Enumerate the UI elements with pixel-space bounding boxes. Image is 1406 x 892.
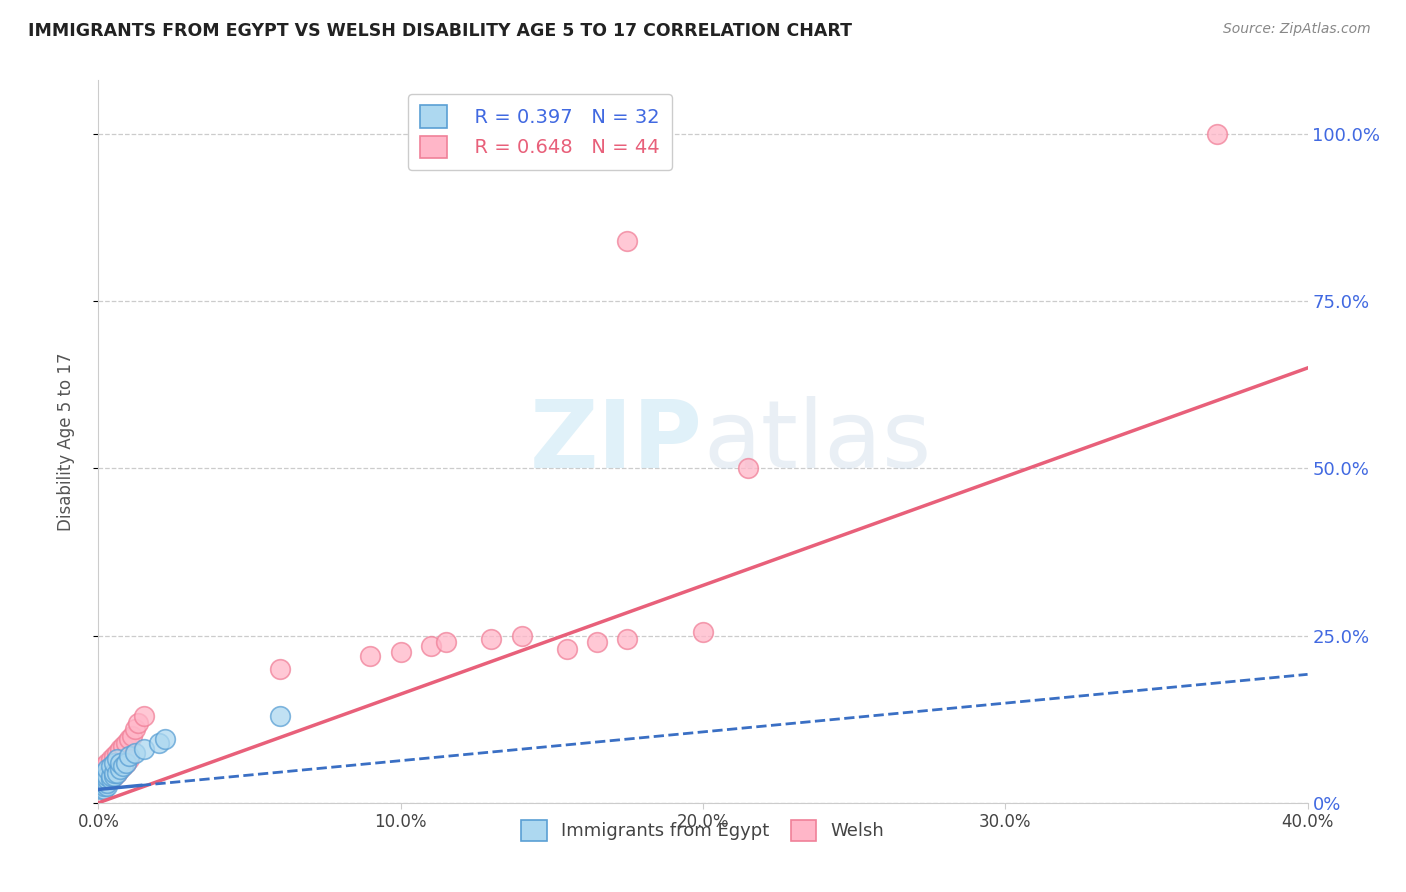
Point: [586, 635, 609, 649]
Point: [96, 776, 118, 790]
Point: [93, 779, 115, 793]
Point: [100, 759, 122, 773]
Point: [93, 782, 115, 797]
Point: [111, 759, 134, 773]
Point: [124, 746, 146, 760]
Point: [108, 762, 131, 776]
Point: [114, 756, 136, 770]
Point: [118, 732, 141, 747]
Point: [124, 723, 146, 737]
Point: [100, 772, 122, 787]
Point: [93, 772, 115, 787]
Point: [90, 779, 112, 793]
Text: atlas: atlas: [703, 395, 931, 488]
Point: [420, 639, 443, 653]
Point: [108, 756, 131, 770]
Point: [510, 628, 533, 642]
Point: [93, 759, 115, 773]
Point: [93, 772, 115, 787]
Point: [111, 739, 134, 753]
Point: [93, 765, 115, 780]
Point: [90, 776, 112, 790]
Point: [103, 765, 125, 780]
Point: [103, 756, 125, 770]
Point: [100, 772, 122, 787]
Point: [114, 735, 136, 749]
Point: [269, 708, 291, 723]
Point: [148, 735, 170, 749]
Point: [93, 779, 115, 793]
Point: [100, 752, 122, 766]
Point: [555, 642, 578, 657]
Point: [93, 769, 115, 783]
Point: [96, 762, 118, 776]
Point: [103, 769, 125, 783]
Point: [692, 625, 714, 640]
Point: [103, 769, 125, 783]
Point: [96, 779, 118, 793]
Point: [93, 776, 115, 790]
Point: [93, 765, 115, 780]
Point: [132, 742, 155, 756]
Point: [108, 762, 131, 776]
Point: [121, 729, 143, 743]
Point: [90, 782, 112, 797]
Point: [481, 632, 503, 646]
Point: [90, 776, 112, 790]
Y-axis label: Disability Age 5 to 17: Disability Age 5 to 17: [56, 352, 75, 531]
Point: [127, 715, 149, 730]
Point: [90, 772, 112, 787]
Point: [105, 765, 128, 780]
Point: [389, 645, 412, 659]
Text: Source: ZipAtlas.com: Source: ZipAtlas.com: [1223, 22, 1371, 37]
Point: [105, 765, 128, 780]
Point: [434, 635, 457, 649]
Point: [96, 769, 118, 783]
Point: [737, 461, 759, 475]
Point: [616, 632, 638, 646]
Point: [103, 749, 125, 764]
Point: [100, 765, 122, 780]
Point: [100, 769, 122, 783]
Point: [616, 234, 638, 248]
Point: [153, 732, 176, 747]
Point: [118, 749, 141, 764]
Point: [1206, 127, 1229, 141]
Point: [105, 752, 128, 766]
Point: [111, 759, 134, 773]
Point: [269, 662, 291, 676]
Text: IMMIGRANTS FROM EGYPT VS WELSH DISABILITY AGE 5 TO 17 CORRELATION CHART: IMMIGRANTS FROM EGYPT VS WELSH DISABILIT…: [28, 22, 852, 40]
Text: ZIP: ZIP: [530, 395, 703, 488]
Point: [90, 762, 112, 776]
Point: [132, 708, 155, 723]
Point: [90, 769, 112, 783]
Point: [96, 756, 118, 770]
Point: [96, 776, 118, 790]
Legend: Immigrants from Egypt, Welsh: Immigrants from Egypt, Welsh: [515, 813, 891, 848]
Point: [96, 769, 118, 783]
Point: [105, 746, 128, 760]
Point: [360, 648, 382, 663]
Point: [96, 772, 118, 787]
Point: [114, 756, 136, 770]
Point: [118, 752, 141, 766]
Point: [108, 742, 131, 756]
